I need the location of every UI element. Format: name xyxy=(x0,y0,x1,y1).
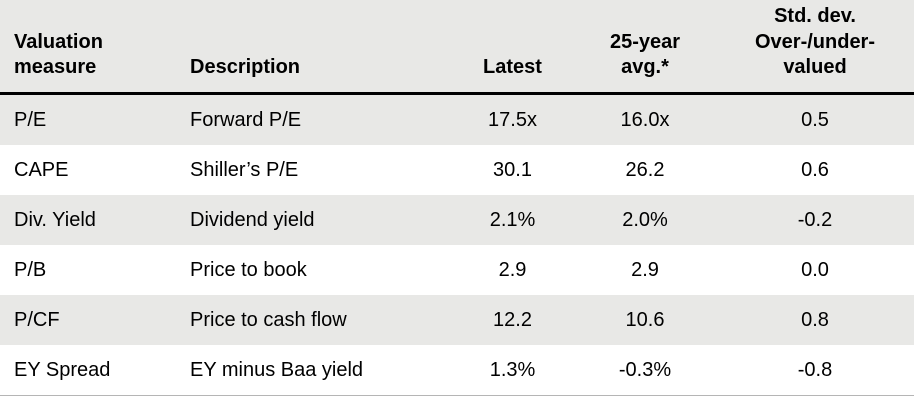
std-dev-cell: 0.5 xyxy=(801,108,829,131)
table-row: P/CF Price to cash flow 12.2 10.6 0.8 xyxy=(0,295,914,345)
measure-cell: Div. Yield xyxy=(14,208,96,231)
description-cell: EY minus Baa yield xyxy=(190,358,364,381)
avg-25yr-cell: 16.0x xyxy=(620,108,670,131)
std-dev-cell: -0.8 xyxy=(797,358,833,381)
description-cell: Dividend yield xyxy=(190,208,315,231)
measure-cell: CAPE xyxy=(14,158,69,181)
latest-cell: 12.2 xyxy=(493,308,532,331)
table-row: P/E Forward P/E 17.5x 16.0x 0.5 xyxy=(0,95,914,145)
avg-25yr-cell: 26.2 xyxy=(625,158,665,181)
avg-25yr-cell: 2.0% xyxy=(622,208,668,231)
column-header-25-year-avg: 25-year avg.* xyxy=(609,30,681,79)
column-header-valuation-measure: Valuation measure xyxy=(14,30,103,79)
description-cell: Price to cash flow xyxy=(190,308,347,331)
column-header-std-dev: Std. dev. Over-/under- valued xyxy=(754,5,876,79)
avg-25yr-cell: 10.6 xyxy=(625,308,665,331)
latest-cell: 2.1% xyxy=(489,208,536,231)
table-row: Div. Yield Dividend yield 2.1% 2.0% -0.2 xyxy=(0,195,914,245)
avg-25yr-cell: -0.3% xyxy=(618,358,672,381)
table-body: P/E Forward P/E 17.5x 16.0x 0.5 CAPE Shi… xyxy=(0,95,914,396)
std-dev-cell: 0.6 xyxy=(801,158,829,181)
latest-cell: 2.9 xyxy=(498,258,527,281)
latest-cell: 17.5x xyxy=(488,108,537,131)
std-dev-cell: 0.0 xyxy=(801,258,829,281)
column-header-description: Description xyxy=(190,56,301,79)
description-cell: Price to book xyxy=(190,258,307,281)
table-row: CAPE Shiller’s P/E 30.1 26.2 0.6 xyxy=(0,145,914,195)
description-cell: Forward P/E xyxy=(190,108,302,131)
measure-cell: P/E xyxy=(14,108,47,131)
latest-cell: 30.1 xyxy=(493,158,532,181)
table-header: Valuation measure Description Latest 25-… xyxy=(0,0,914,95)
table-row: P/B Price to book 2.9 2.9 0.0 xyxy=(0,245,914,295)
measure-cell: EY Spread xyxy=(14,358,111,381)
measure-cell: P/CF xyxy=(14,308,60,331)
column-header-latest: Latest xyxy=(483,56,542,79)
description-cell: Shiller’s P/E xyxy=(190,158,299,181)
std-dev-cell: 0.8 xyxy=(801,308,829,331)
std-dev-cell: -0.2 xyxy=(797,208,833,231)
measure-cell: P/B xyxy=(14,258,47,281)
latest-cell: 1.3% xyxy=(489,358,536,381)
avg-25yr-cell: 2.9 xyxy=(631,258,659,281)
table-row: EY Spread EY minus Baa yield 1.3% -0.3% … xyxy=(0,345,914,395)
